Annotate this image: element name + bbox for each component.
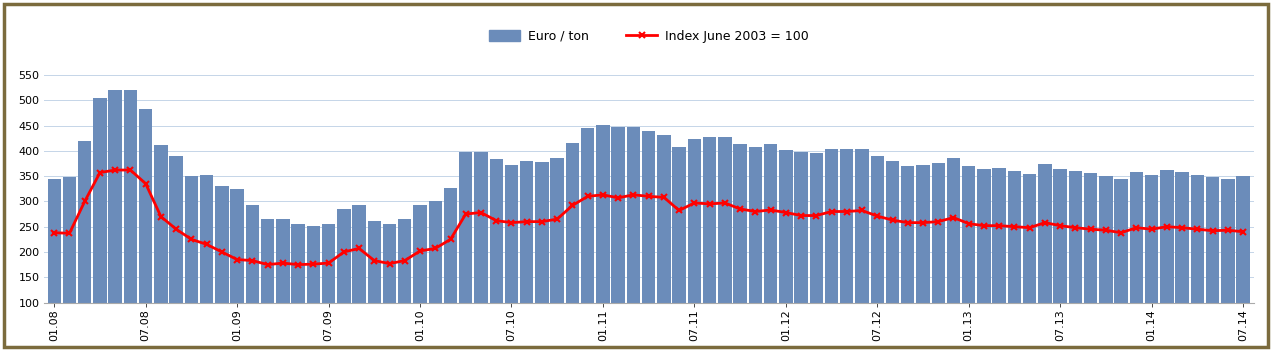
Bar: [1236, 176, 1250, 303]
Bar: [566, 143, 579, 303]
Bar: [505, 165, 518, 303]
Bar: [291, 224, 305, 303]
Bar: [551, 158, 563, 303]
Bar: [840, 149, 854, 303]
Bar: [658, 135, 670, 303]
Bar: [794, 152, 808, 303]
Bar: [870, 156, 884, 303]
Bar: [688, 139, 701, 303]
Bar: [536, 162, 548, 303]
Bar: [962, 166, 976, 303]
Bar: [703, 137, 716, 303]
Bar: [627, 126, 640, 303]
Bar: [322, 224, 336, 303]
Bar: [337, 209, 351, 303]
Bar: [1068, 171, 1082, 303]
Bar: [764, 144, 777, 303]
Bar: [581, 128, 594, 303]
Bar: [916, 165, 930, 303]
Bar: [780, 150, 792, 303]
Bar: [139, 109, 153, 303]
Bar: [215, 186, 229, 303]
Bar: [855, 149, 869, 303]
Bar: [368, 221, 382, 303]
Bar: [612, 127, 625, 303]
Bar: [200, 175, 214, 303]
Bar: [62, 177, 76, 303]
Bar: [123, 90, 137, 303]
Bar: [108, 90, 122, 303]
Bar: [946, 158, 960, 303]
Bar: [154, 145, 168, 303]
Bar: [1084, 173, 1098, 303]
Bar: [398, 219, 411, 303]
Bar: [1191, 175, 1205, 303]
Bar: [444, 188, 457, 303]
Bar: [383, 224, 397, 303]
Bar: [749, 147, 762, 303]
Bar: [1221, 179, 1235, 303]
Bar: [1160, 170, 1174, 303]
Bar: [809, 153, 823, 303]
Bar: [597, 125, 609, 303]
Bar: [1007, 171, 1021, 303]
Bar: [734, 144, 747, 303]
Bar: [1206, 177, 1220, 303]
Bar: [261, 219, 275, 303]
Bar: [307, 225, 321, 303]
Bar: [474, 152, 487, 303]
Bar: [992, 167, 1006, 303]
Bar: [169, 156, 183, 303]
Bar: [642, 131, 655, 303]
Bar: [276, 219, 290, 303]
Bar: [47, 179, 61, 303]
Bar: [977, 169, 991, 303]
Bar: [1023, 173, 1037, 303]
Bar: [931, 164, 945, 303]
Bar: [230, 189, 244, 303]
Bar: [184, 176, 198, 303]
Bar: [885, 161, 899, 303]
Bar: [459, 152, 472, 303]
Bar: [352, 205, 366, 303]
Bar: [1145, 175, 1159, 303]
Bar: [413, 205, 426, 303]
Bar: [520, 161, 533, 303]
Bar: [93, 98, 107, 303]
Bar: [1099, 176, 1113, 303]
Legend: Euro / ton, Index June 2003 = 100: Euro / ton, Index June 2003 = 100: [483, 25, 814, 48]
Bar: [429, 201, 441, 303]
Bar: [673, 147, 686, 303]
Bar: [1175, 172, 1189, 303]
Bar: [1130, 172, 1144, 303]
Bar: [245, 205, 259, 303]
Bar: [1038, 165, 1052, 303]
Bar: [490, 159, 502, 303]
Bar: [78, 141, 92, 303]
Bar: [719, 137, 731, 303]
Bar: [1114, 179, 1128, 303]
Bar: [901, 166, 915, 303]
Bar: [824, 149, 838, 303]
Bar: [1053, 169, 1067, 303]
